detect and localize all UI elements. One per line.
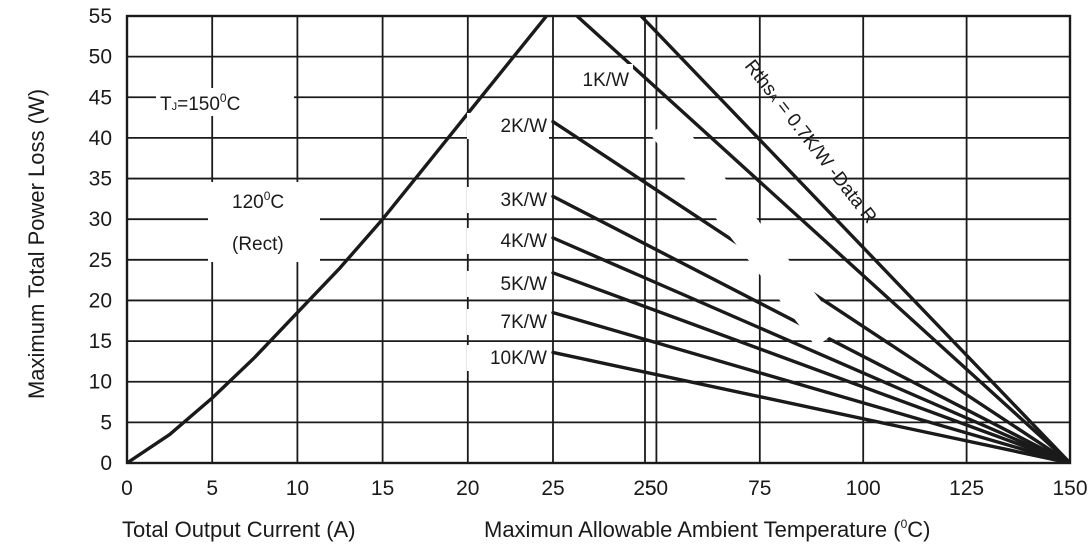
y-tick-label: 40: [89, 127, 112, 150]
series-label-bg: [557, 64, 633, 90]
x-tick-label-current: 20: [456, 477, 479, 500]
series-label-bg: [467, 309, 549, 335]
x-tick-label-temperature: 150: [1052, 477, 1087, 500]
plot-frame: [125, 14, 1072, 465]
x-tick-label-temperature: 100: [846, 477, 881, 500]
y-axis-label: Maximum Total Power Loss (W): [24, 89, 49, 399]
x-tick-label-current: 25: [541, 477, 564, 500]
series-label: 7K/W: [501, 312, 548, 333]
x-tick-label-temperature: 50: [645, 477, 668, 500]
series-label-bg: [467, 113, 549, 139]
condition-annotation: 1200C: [232, 189, 284, 213]
x-axis-label-temperature: Maximun Allowable Ambient Temperature (0…: [484, 517, 930, 542]
series-label: 5K/W: [501, 274, 548, 295]
series-label: 1K/W: [583, 70, 630, 91]
thermal-resistance-line: [575, 16, 1070, 463]
rect-annotation: (Rect): [232, 234, 284, 255]
x-tick-label-temperature: 25: [633, 477, 656, 500]
y-tick-label: 20: [89, 289, 112, 312]
x-tick-label-current: 5: [206, 477, 218, 500]
y-tick-label: 30: [89, 208, 112, 231]
x-tick-label-current: 10: [286, 477, 309, 500]
x-tick-label-temperature: 75: [748, 477, 771, 500]
thermal-resistance-line: [551, 350, 1070, 463]
series-label: 4K/W: [501, 231, 548, 252]
y-tick-label: 25: [89, 249, 112, 272]
x-axis-label-current: Total Output Current (A): [122, 517, 356, 542]
y-tick-label: 35: [89, 168, 112, 191]
thermal-resistance-line: [551, 236, 1070, 463]
series-labels: 1K/W 2K/W 3K/W 4K/W 5K/W 7K/W 10K/W: [467, 64, 633, 371]
tj-annotation: TJ=1500C: [160, 91, 240, 115]
thermal-resistance-line: [551, 271, 1070, 463]
series-label-bg: [467, 345, 549, 371]
series-label: 2K/W: [501, 116, 548, 137]
rth-label-bg: [650, 114, 842, 348]
x-tick-label-temperature: 125: [949, 477, 984, 500]
series-label: 3K/W: [501, 190, 548, 211]
series-label-bg: [467, 271, 549, 297]
y-tick-label: 50: [89, 46, 112, 69]
y-tick-label: 5: [100, 411, 112, 434]
y-tick-label: 0: [100, 452, 112, 475]
thermal-resistance-line: [551, 310, 1070, 463]
condition-label-bg: [208, 182, 320, 262]
y-tick-label: 55: [89, 5, 112, 28]
series-label-bg: [467, 228, 549, 254]
y-tick-label: 10: [89, 371, 112, 394]
y-tick-label: 15: [89, 330, 112, 353]
series-label: 10K/W: [490, 348, 547, 369]
power-loss-curve: [127, 16, 549, 463]
thermal-resistance-line: [639, 16, 1070, 463]
series-label-bg: [467, 187, 549, 213]
x-tick-label-current: 15: [371, 477, 394, 500]
x-tick-label-current: 0: [121, 477, 133, 500]
tj-label-bg: [156, 88, 294, 116]
y-tick-label: 45: [89, 86, 112, 109]
